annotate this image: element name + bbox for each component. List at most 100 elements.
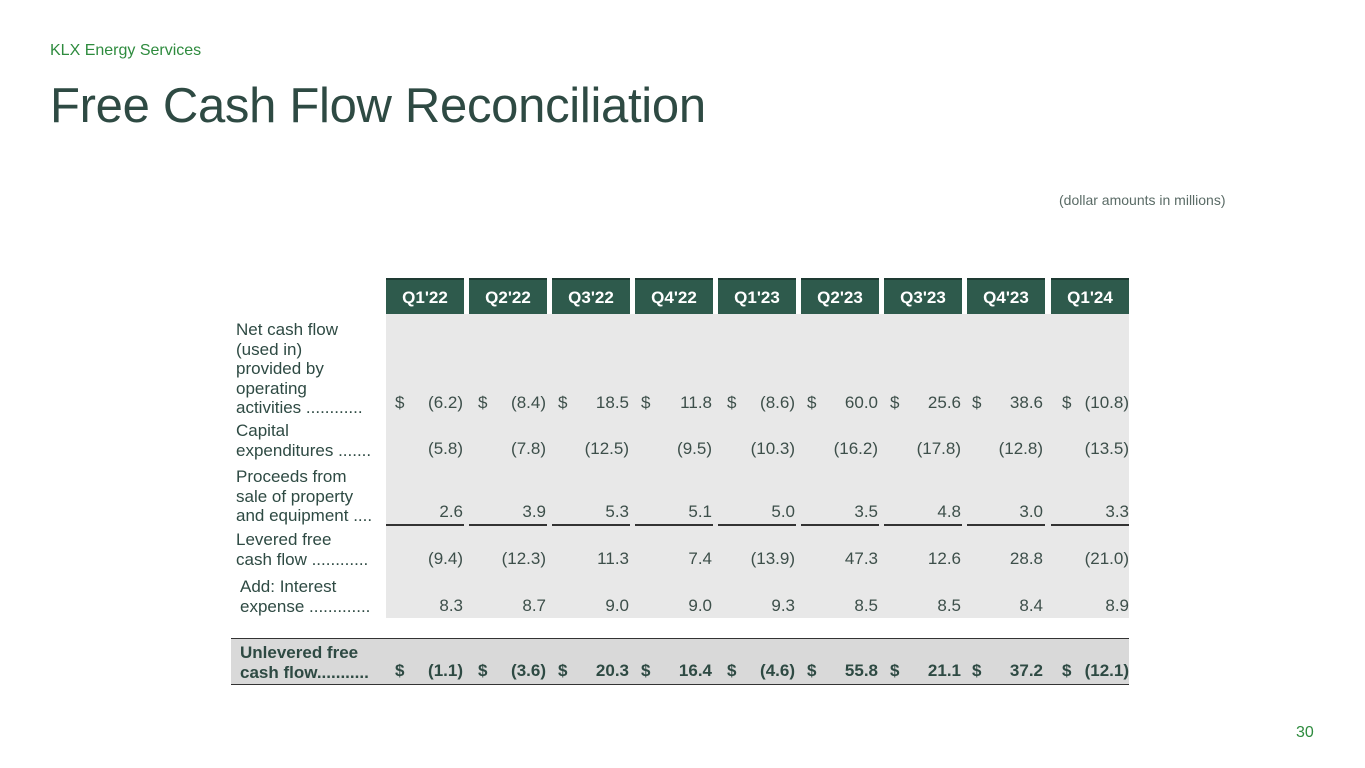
row-label-proceeds-from-sale: Proceeds from sale of property and equip… — [236, 467, 372, 526]
table-cell: 11.8 — [680, 393, 712, 412]
page-title: Free Cash Flow Reconciliation — [50, 79, 706, 133]
currency-symbol: $ — [558, 393, 568, 412]
table-cell: (12.8) — [998, 439, 1043, 458]
table-cell: 7.4 — [688, 549, 712, 568]
table-cell: 9.3 — [771, 596, 795, 615]
table-cell: (6.2) — [428, 393, 463, 412]
label-line: sale of property — [236, 486, 354, 506]
table-cell: 9.0 — [605, 596, 629, 615]
column-header: Q1'23 — [718, 278, 796, 314]
table-cell: 4.8 — [937, 502, 961, 521]
table-cell: (13.5) — [1084, 439, 1129, 458]
table-cell: (4.6) — [760, 661, 795, 680]
subtotal-rule — [884, 524, 962, 526]
subtotal-rule — [469, 524, 547, 526]
label-line: expenditures ....... — [236, 440, 372, 460]
table-cell: (16.2) — [833, 439, 878, 458]
table-cell: 9.0 — [688, 596, 712, 615]
table-cell: 8.5 — [854, 596, 878, 615]
label-line: and equipment .... — [236, 506, 373, 525]
company-name: KLX Energy Services — [50, 42, 202, 59]
label-line: cash flow........... — [240, 662, 369, 682]
currency-symbol: $ — [727, 661, 737, 680]
table-cell: 8.7 — [522, 596, 546, 615]
column-header: Q1'22 — [386, 278, 464, 314]
table-cell: (9.5) — [677, 439, 712, 458]
table-cell: 20.3 — [595, 661, 629, 680]
table-cell: 3.3 — [1105, 502, 1129, 521]
currency-symbol: $ — [807, 661, 817, 680]
row-label-levered-free-cash-flow: Levered free cash flow ............ — [236, 530, 368, 569]
table-cell: 3.5 — [854, 502, 878, 521]
table-cell: (12.1) — [1084, 661, 1129, 680]
currency-symbol: $ — [890, 661, 900, 680]
table-cell: 5.1 — [688, 502, 712, 521]
currency-symbol: $ — [395, 661, 405, 680]
label-line: expense ............. — [240, 596, 371, 616]
table-cell: 21.1 — [927, 661, 961, 680]
table-cell: 25.6 — [927, 393, 961, 412]
currency-symbol: $ — [1062, 661, 1072, 680]
subtotal-rule — [801, 524, 879, 526]
table-body-background — [386, 314, 1129, 618]
table-cell: 8.9 — [1105, 596, 1129, 615]
table-cell: 18.5 — [595, 393, 629, 412]
label-line: activities ............ — [236, 398, 363, 417]
column-header: Q4'22 — [635, 278, 713, 314]
table-cell: 11.3 — [597, 549, 629, 568]
table-cell: (8.4) — [511, 393, 546, 412]
label-line: Levered free — [236, 530, 332, 549]
label-line: Add: Interest — [240, 577, 337, 596]
subtotal-rule — [1051, 524, 1129, 526]
label-line: Unlevered free — [240, 643, 359, 662]
table-cell: 60.0 — [844, 393, 878, 412]
label-line: cash flow ............ — [236, 549, 369, 569]
table-cell: (5.8) — [428, 439, 463, 458]
currency-symbol: $ — [641, 393, 651, 412]
subtotal-rule — [552, 524, 630, 526]
currency-symbol: $ — [727, 393, 737, 412]
column-header: Q4'23 — [967, 278, 1045, 314]
table-cell: 55.8 — [844, 661, 878, 680]
currency-symbol: $ — [972, 393, 982, 412]
table-cell: 38.6 — [1009, 393, 1043, 412]
subtotal-rule — [386, 524, 464, 526]
column-header: Q3'23 — [884, 278, 962, 314]
table-cell: (10.3) — [750, 439, 795, 458]
row-label-interest-expense: Add: Interest expense ............. — [240, 577, 370, 616]
currency-symbol: $ — [478, 393, 488, 412]
table-cell: 8.3 — [439, 596, 463, 615]
subtotal-rule — [635, 524, 713, 526]
table-cell: (12.5) — [584, 439, 629, 458]
table-cell: 47.3 — [844, 549, 878, 568]
currency-symbol: $ — [395, 393, 405, 412]
currency-symbol: $ — [1062, 393, 1072, 412]
currency-symbol: $ — [972, 661, 982, 680]
column-header: Q2'22 — [469, 278, 547, 314]
table-cell: (8.6) — [760, 393, 795, 412]
column-header: Q1'24 — [1051, 278, 1129, 314]
table-cell: (1.1) — [428, 661, 463, 680]
table-cell: 16.4 — [678, 661, 712, 680]
currency-symbol: $ — [641, 661, 651, 680]
table-cell: 3.9 — [522, 502, 546, 521]
column-header: Q3'22 — [552, 278, 630, 314]
table-cell: 3.0 — [1019, 502, 1043, 521]
units-note: (dollar amounts in millions) — [1059, 192, 1226, 208]
label-line: Capital — [236, 421, 289, 440]
column-header: Q2'23 — [801, 278, 879, 314]
table-cell: 37.2 — [1009, 661, 1043, 680]
subtotal-rule — [967, 524, 1045, 526]
label-line: operating — [236, 378, 307, 398]
currency-symbol: $ — [890, 393, 900, 412]
table-cell: (17.8) — [916, 439, 961, 458]
currency-symbol: $ — [478, 661, 488, 680]
row-label-capital-expenditures: Capital expenditures ....... — [236, 421, 371, 460]
subtotal-rule — [718, 524, 796, 526]
currency-symbol: $ — [807, 393, 817, 412]
currency-symbol: $ — [558, 661, 568, 680]
table-cell: 8.5 — [937, 596, 961, 615]
table-cell: 2.6 — [439, 502, 463, 521]
label-line: (used in) — [236, 339, 303, 359]
label-line: provided by — [236, 359, 324, 378]
